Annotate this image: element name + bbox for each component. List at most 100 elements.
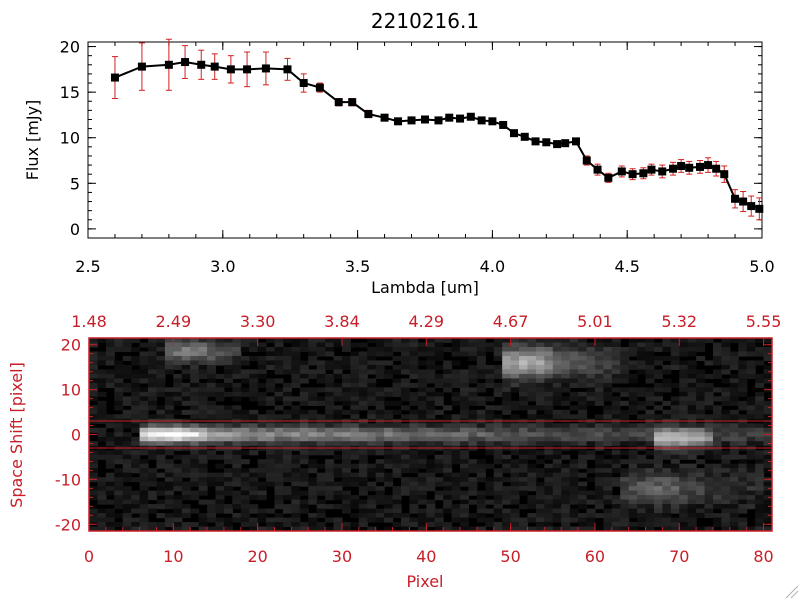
image-pixel [696,405,706,411]
image-pixel [215,526,225,531]
image-pixel [662,495,672,501]
image-pixel [476,499,486,505]
image-pixel [367,364,377,371]
image-pixel [173,382,183,388]
image-pixel [257,373,267,379]
image-pixel [434,477,444,483]
image-pixel [746,427,756,433]
image-pixel [468,526,478,531]
image-pixel [417,351,427,357]
image-pixel [687,477,697,483]
image-pixel [493,508,503,514]
image-pixel [502,409,512,415]
image-pixel [493,477,503,483]
image-pixel [190,382,200,388]
image-pixel [670,459,680,465]
image-pixel [569,472,579,478]
image-pixel [240,427,250,433]
image-pixel [325,400,335,406]
image-pixel [392,423,402,429]
image-pixel [746,526,756,531]
image-pixel [400,526,411,531]
image-pixel [561,432,571,438]
image-pixel [485,441,495,447]
data-point [755,204,764,213]
image-pixel [131,387,141,393]
spectrum-plot-frame [87,41,763,239]
image-pixel [729,414,739,420]
image-pixel [282,409,292,415]
image-pixel [316,450,326,456]
image-pixel [611,342,621,348]
image-pixel [105,508,115,514]
image-pixel [358,522,368,528]
image-pixel [173,508,183,514]
image-pixel [502,459,512,465]
image-pixel [460,504,470,510]
image-pixel [367,441,377,447]
image-pixel [653,432,663,438]
image-pixel [460,342,470,348]
pixel-tick-label: 50 [500,547,520,566]
image-pixel [603,436,613,442]
image-pixel [417,454,427,460]
image-pixel [645,459,655,465]
image-pixel [552,400,562,406]
image-pixel [426,486,436,492]
image-pixel [114,346,124,353]
resize-grip-icon[interactable] [785,585,799,599]
image-pixel [662,463,672,469]
image-pixel [409,423,419,429]
image-pixel [148,432,158,438]
image-pixel [569,351,579,357]
image-pixel [274,396,284,402]
image-pixel [603,468,613,474]
image-pixel [198,459,208,465]
image-pixel [535,504,545,510]
image-pixel [215,463,225,469]
image-pixel [148,522,158,528]
image-pixel [131,360,141,366]
image-pixel [282,432,292,438]
image-pixel [122,441,132,447]
image-pixel [696,409,706,415]
image-pixel [527,450,537,456]
data-point [407,116,416,125]
image-pixel [746,414,756,420]
image-pixel [578,472,588,478]
image-pixel [89,382,99,388]
data-point [210,62,219,71]
image-pixel [603,351,613,357]
image-pixel [367,351,377,357]
image-pixel [341,378,351,384]
image-pixel [249,396,259,402]
image-pixel [603,526,613,531]
image-pixel [375,468,385,474]
image-pixel [738,414,748,420]
image-pixel [375,517,385,523]
y-axis-label: Flux [mJy] [23,100,42,181]
image-pixel [173,355,183,362]
image-pixel [561,387,571,393]
image-pixel [721,490,731,496]
image-pixel [527,454,537,460]
image-pixel [105,526,115,531]
image-pixel [476,436,486,442]
image-pixel [679,387,689,393]
image-pixel [704,396,714,402]
image-pixel [510,400,520,406]
image-pixel [249,432,259,438]
image-pixel [687,517,697,523]
image-pixel [148,387,158,393]
image-pixel [443,387,453,393]
image-pixel [122,432,132,438]
image-pixel [485,432,495,438]
image-pixel [687,382,697,388]
image-pixel [105,499,115,505]
image-pixel [704,441,714,447]
image-pixel [510,423,520,429]
data-point [731,194,740,203]
image-pixel [746,454,756,460]
image-pixel [409,477,419,483]
image-pixel [679,490,689,496]
